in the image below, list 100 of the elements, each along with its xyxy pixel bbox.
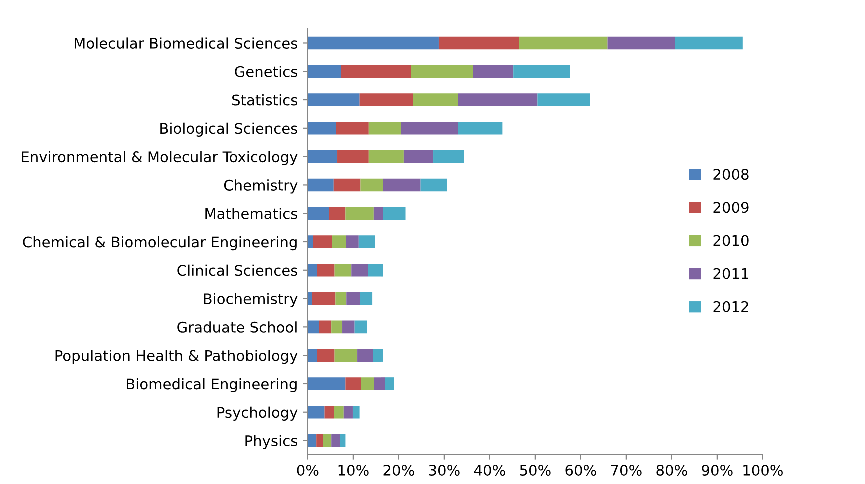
bar (308, 150, 338, 164)
bar (317, 349, 335, 362)
legend-label: 2008 (714, 169, 749, 180)
bar (411, 65, 474, 78)
bar (312, 292, 336, 306)
bar (308, 264, 318, 277)
bar (308, 65, 342, 78)
bar (334, 349, 358, 362)
bar (473, 65, 514, 78)
bar (360, 292, 373, 306)
bar (308, 434, 317, 448)
bar (358, 349, 374, 362)
bar (308, 207, 330, 220)
bar (344, 406, 353, 419)
bar (413, 94, 458, 106)
bar (336, 122, 369, 135)
y-tick-label: Physics (246, 435, 298, 450)
x-tick-label: 40% (474, 464, 506, 476)
bar (332, 434, 340, 448)
bar (608, 36, 676, 50)
y-tick-label: Biochemistry (204, 293, 298, 308)
bar (346, 207, 374, 220)
x-tick-label: 100% (744, 464, 783, 476)
y-tick-label: Biomedical Engineering (127, 378, 297, 393)
bar (360, 178, 384, 192)
bar (308, 349, 318, 362)
bar (368, 264, 384, 277)
y-tick-label: Statistics (232, 94, 298, 106)
bar (334, 264, 352, 277)
bar (308, 320, 320, 334)
bar (374, 378, 386, 390)
bar (434, 150, 464, 164)
x-tick-label: 70% (611, 464, 642, 476)
bar (458, 122, 503, 135)
bar (308, 122, 336, 135)
bar (385, 378, 394, 390)
bar (308, 36, 439, 50)
y-tick-label: Graduate School (178, 322, 297, 333)
x-tick-label: 80% (656, 464, 688, 476)
y-tick-label: Biological Sciences (160, 122, 298, 137)
bar (354, 320, 368, 334)
bar (438, 36, 520, 50)
bar (332, 236, 346, 248)
bar (336, 292, 347, 306)
bar (352, 264, 368, 277)
x-tick-label: 90% (702, 464, 733, 476)
legend-label: 2011 (714, 268, 748, 280)
y-tick-label: Chemistry (224, 180, 298, 194)
y-tick-label: Molecular Biomedical Sciences (74, 38, 298, 49)
y-tick-label: Genetics (235, 66, 298, 78)
bar (308, 236, 314, 248)
y-tick-label: Clinical Sciences (178, 264, 298, 276)
bar (308, 178, 334, 192)
y-tick-label: Environmental & Molecular Toxicology (22, 151, 298, 166)
legend-label: 2010 (714, 235, 749, 246)
bar (420, 178, 448, 192)
y-tick-label: Chemical & Biomolecular Engineering (23, 236, 297, 251)
bar (361, 378, 374, 390)
bar (341, 65, 412, 78)
bar (373, 349, 384, 362)
bar (346, 236, 359, 248)
bar (360, 94, 414, 106)
bar (358, 236, 376, 248)
x-tick-label: 0% (297, 464, 319, 476)
bar (317, 264, 335, 277)
bar (383, 178, 421, 192)
bar (319, 320, 332, 334)
x-tick-label: 10% (338, 464, 369, 476)
bar (346, 378, 362, 390)
legend-label: 2009 (714, 202, 749, 214)
x-tick-label: 60% (566, 464, 596, 476)
bar (404, 150, 434, 164)
x-tick-label: 50% (520, 464, 551, 476)
bar (313, 236, 333, 248)
bar (520, 36, 608, 50)
x-tick-label: 30% (429, 464, 460, 476)
bar (316, 434, 324, 448)
y-tick-label: Psychology (218, 406, 298, 421)
bar (346, 292, 360, 306)
bar (401, 122, 458, 135)
bar (374, 207, 384, 220)
bar (342, 320, 355, 334)
bar (338, 150, 369, 164)
bar (323, 434, 332, 448)
y-tick-label: Population Health & Pathobiology (56, 350, 298, 364)
bar (324, 406, 334, 419)
bar (368, 122, 402, 135)
bar (675, 36, 743, 50)
bar (334, 178, 361, 192)
x-tick-label: 20% (384, 464, 414, 476)
bar (514, 65, 570, 78)
bar (340, 434, 346, 448)
bar (458, 94, 538, 106)
bar (352, 406, 360, 419)
bar (368, 150, 404, 164)
bar (308, 378, 346, 390)
bar (383, 207, 406, 220)
bar (308, 406, 325, 419)
bar (329, 207, 346, 220)
bar (334, 406, 344, 419)
